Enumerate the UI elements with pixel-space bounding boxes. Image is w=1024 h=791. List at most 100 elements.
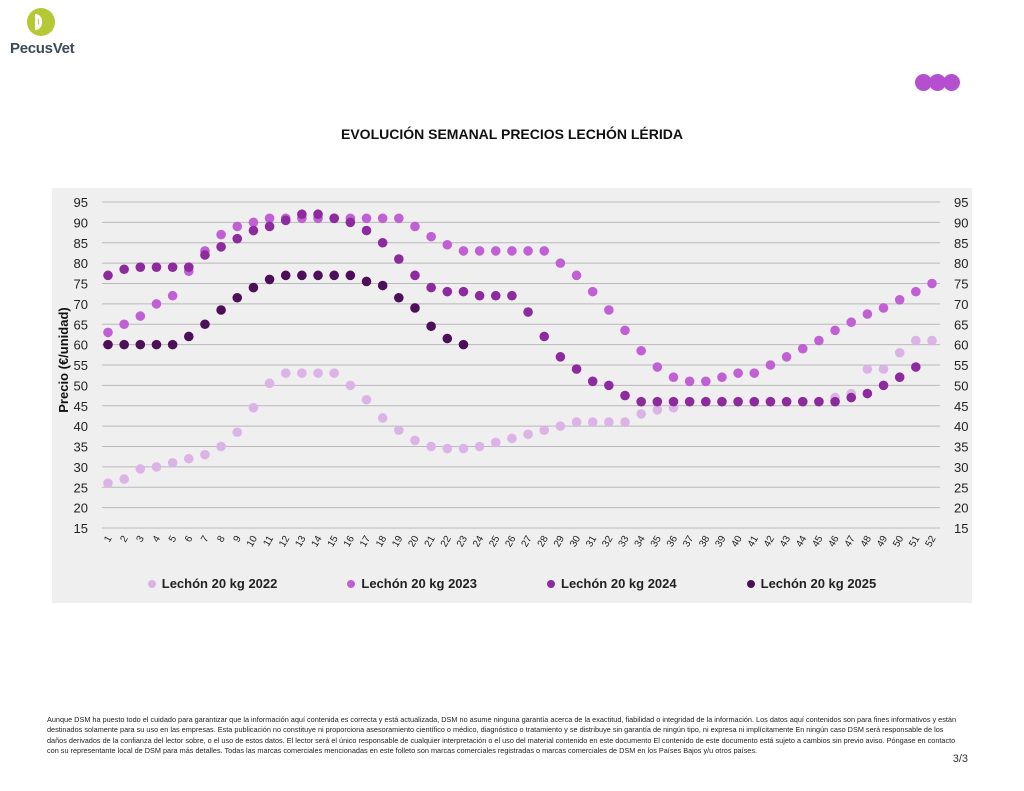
data-point — [668, 372, 679, 383]
data-point — [410, 221, 420, 232]
data-points — [103, 209, 937, 488]
legend-item-2023: Lechón 20 kg 2023 — [347, 576, 477, 591]
y-tick-label-right: 45 — [954, 399, 968, 414]
data-point — [442, 443, 453, 454]
y-axis-right: 15 20 25 30 35 40 45 50 55 60 65 70 75 80 85 90 95 — [954, 195, 968, 536]
data-point — [862, 309, 873, 319]
data-point — [781, 352, 792, 362]
x-tick-label: 38 — [697, 534, 712, 550]
data-point — [878, 380, 889, 391]
x-tick-label: 44 — [794, 534, 809, 550]
y-axis-label: Precio (€/unidad) — [56, 307, 71, 412]
data-point — [911, 286, 921, 297]
data-point — [216, 229, 226, 240]
data-point — [151, 299, 162, 309]
x-tick-label: 21 — [423, 534, 438, 550]
data-point — [216, 305, 226, 315]
x-tick-label: 14 — [310, 534, 325, 550]
x-tick-label: 49 — [875, 534, 890, 550]
data-point — [361, 276, 372, 287]
data-point — [539, 246, 550, 256]
legend-marker — [746, 579, 755, 588]
data-point — [733, 368, 743, 378]
data-point — [313, 368, 323, 378]
y-tick-label-right: 85 — [954, 236, 968, 251]
data-point — [167, 262, 178, 272]
x-tick-label: 36 — [665, 534, 680, 550]
y-tick-label-right: 35 — [954, 440, 968, 455]
x-tick-label: 33 — [617, 534, 632, 550]
logo-text: PecusVet — [10, 40, 75, 57]
y-tick-label: 35 — [74, 440, 88, 455]
x-axis: 1 2 3 4 5 6 7 8 9 10 11 12 13 14 15 16 17 18 19 20 21 22 23 24 2… — [102, 534, 939, 550]
brand-dot — [943, 74, 960, 91]
x-tick-label: 37 — [681, 534, 696, 550]
data-point — [167, 458, 178, 468]
x-tick-label: 39 — [713, 534, 728, 550]
data-point — [555, 421, 566, 431]
page-number: 3/3 — [952, 753, 968, 765]
y-tick-label: 65 — [74, 317, 88, 332]
data-point — [894, 295, 905, 305]
legend-label: Lechón 20 kg 2022 — [161, 576, 278, 591]
x-tick-label: 16 — [342, 534, 357, 550]
data-point — [571, 417, 582, 427]
series-lechón-20-kg-2025 — [103, 270, 469, 350]
data-point — [814, 335, 824, 346]
y-tick-label-right: 95 — [954, 195, 968, 210]
data-point — [167, 339, 178, 350]
data-point — [911, 335, 921, 346]
data-point — [717, 396, 727, 407]
data-point — [264, 213, 275, 224]
data-point — [119, 264, 129, 275]
y-tick-label: 90 — [74, 215, 88, 230]
data-point — [701, 396, 711, 407]
data-point — [394, 425, 404, 435]
x-tick-label: 11 — [261, 534, 276, 549]
data-point — [410, 303, 420, 313]
data-point — [442, 239, 453, 250]
y-tick-label: 80 — [74, 256, 88, 271]
series-lechón-20-kg-2023 — [103, 213, 937, 387]
data-point — [733, 396, 743, 407]
x-tick-label: 51 — [907, 534, 922, 550]
legend-item-2022: Lechón 20 kg 2022 — [147, 576, 278, 591]
data-point — [264, 378, 275, 389]
x-tick-label: 26 — [503, 534, 518, 550]
data-point — [377, 237, 388, 248]
legend: Lechón 20 kg 2022 Lechón 20 kg 2023 Lech… — [52, 576, 972, 591]
y-tick-label-right: 90 — [954, 215, 968, 230]
logo-icon — [27, 8, 55, 36]
data-point — [135, 262, 146, 272]
legend-item-2025: Lechón 20 kg 2025 — [746, 576, 876, 591]
data-point — [523, 246, 533, 256]
data-point — [280, 215, 291, 226]
y-tick-label-right: 80 — [954, 256, 968, 271]
data-point — [458, 286, 469, 297]
data-point — [264, 274, 275, 285]
x-tick-label: 1 — [102, 534, 115, 545]
data-point — [458, 246, 469, 256]
data-point — [652, 405, 663, 415]
y-tick-label-right: 20 — [954, 501, 968, 516]
legend-marker — [347, 579, 356, 588]
data-point — [878, 303, 889, 313]
data-point — [636, 345, 646, 356]
data-point — [103, 478, 113, 488]
data-point — [183, 453, 194, 464]
x-tick-label: 28 — [536, 534, 551, 550]
x-tick-label: 47 — [843, 534, 858, 550]
y-tick-label: 60 — [74, 338, 88, 353]
y-tick-label-right: 50 — [954, 378, 968, 393]
series-lechón-20-kg-2024 — [103, 209, 921, 407]
data-point — [830, 325, 840, 336]
data-point — [927, 278, 937, 289]
data-point — [119, 319, 129, 330]
data-point — [507, 433, 517, 444]
legend-label: Lechón 20 kg 2023 — [361, 576, 477, 591]
data-point — [587, 286, 598, 297]
x-tick-label: 48 — [859, 534, 874, 550]
x-tick-label: 27 — [520, 534, 535, 550]
data-point — [232, 233, 243, 244]
